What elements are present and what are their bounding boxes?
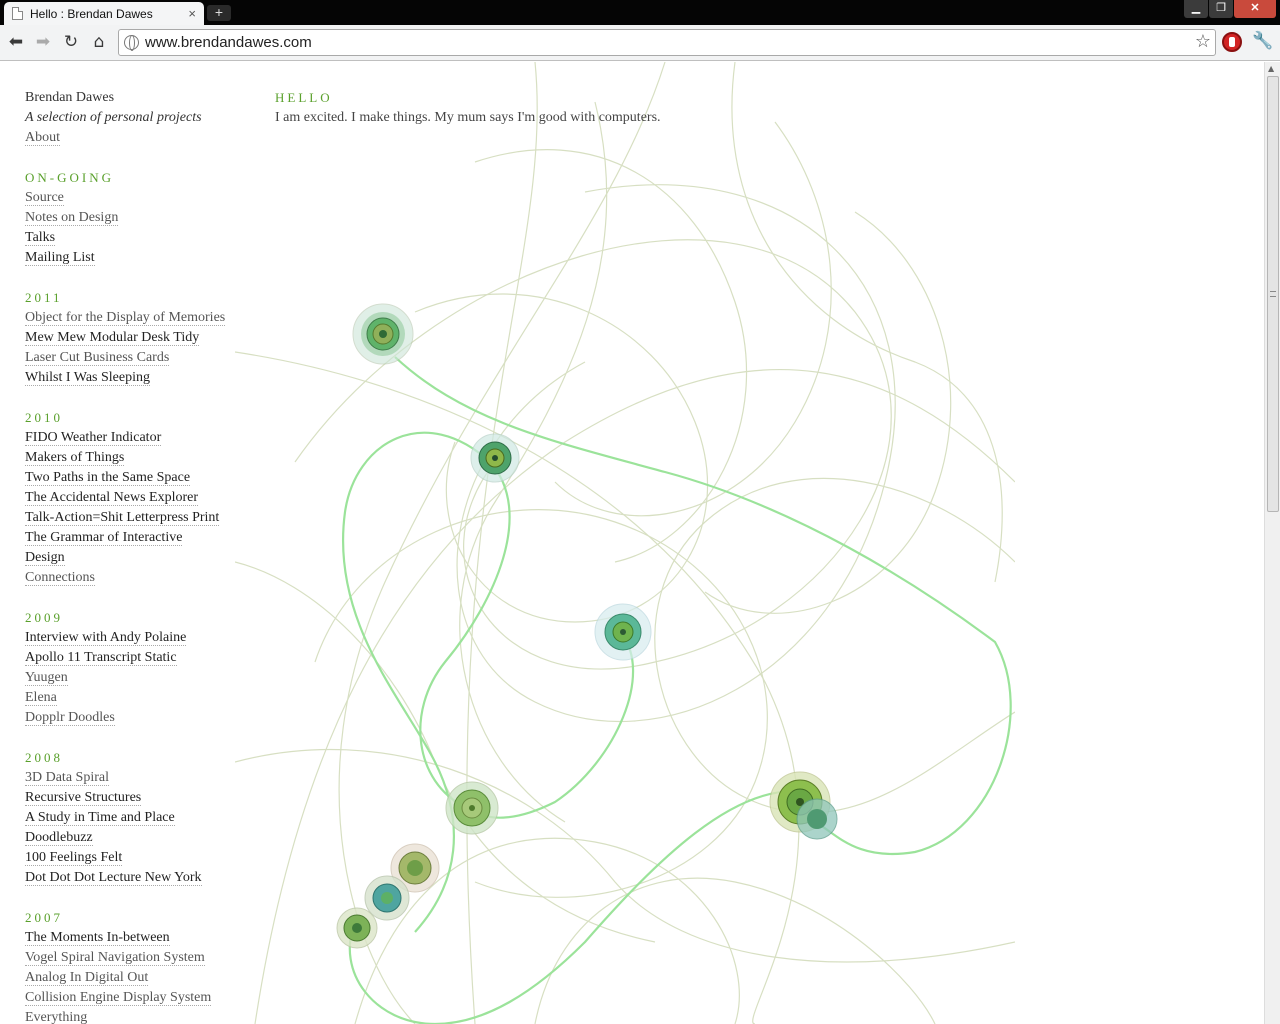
section-2011: 2011 Object for the Display of Memories … <box>25 288 240 388</box>
tab-close-icon[interactable]: × <box>188 6 196 21</box>
bookmark-star-icon[interactable]: ☆ <box>1194 31 1211 52</box>
reload-icon[interactable]: ↻ <box>63 32 79 52</box>
address-url[interactable]: www.brendandawes.com <box>145 34 312 51</box>
project-link[interactable]: A Study in Time and Place <box>25 810 175 826</box>
forward-arrow-icon[interactable]: ➡ <box>35 32 51 52</box>
project-link[interactable]: Object for the Display of Memories <box>25 310 226 326</box>
section-2010: 2010 FIDO Weather Indicator Makers of Th… <box>25 408 240 588</box>
project-link[interactable]: Connections <box>25 570 95 586</box>
project-link[interactable]: Doodlebuzz <box>25 830 93 846</box>
intro-text: I am excited. I make things. My mum says… <box>275 110 661 125</box>
faint-lines <box>235 62 1015 1024</box>
project-link[interactable]: Vogel Spiral Navigation System <box>25 950 205 966</box>
scroll-thumb[interactable] <box>1267 76 1279 512</box>
section-heading: 2008 <box>25 750 63 765</box>
project-link[interactable]: Collision Engine Display System <box>25 990 212 1006</box>
section-heading: 2007 <box>25 910 63 925</box>
tab-title: Hello : Brendan Dawes <box>30 6 153 21</box>
project-link[interactable]: Dot Dot Dot Lecture New York <box>25 870 202 886</box>
project-link[interactable]: Makers of Things <box>25 450 125 466</box>
minimize-button[interactable]: ▁ <box>1184 0 1208 18</box>
project-link[interactable]: Whilst I Was Sleeping <box>25 370 150 386</box>
site-header: Brendan Dawes A selection of personal pr… <box>25 88 240 148</box>
project-link[interactable]: The Moments In-between <box>25 930 170 946</box>
project-link[interactable]: Recursive Structures <box>25 790 142 806</box>
project-link[interactable]: 3D Data Spiral <box>25 770 109 786</box>
wrench-icon[interactable]: 🔧 <box>1252 31 1274 51</box>
section-2008: 2008 3D Data Spiral Recursive Structures… <box>25 748 240 888</box>
project-link[interactable]: Yuugen <box>25 670 68 686</box>
project-link[interactable]: 100 Feelings Felt <box>25 850 123 866</box>
project-link[interactable]: Talks <box>25 230 56 246</box>
scroll-up-arrow-icon[interactable]: ▲ <box>1268 64 1275 73</box>
project-link[interactable]: Two Paths in the Same Space <box>25 470 191 486</box>
project-link[interactable]: Apollo 11 Transcript Static <box>25 650 177 666</box>
project-link[interactable]: FIDO Weather Indicator <box>25 430 162 446</box>
section-heading: 2011 <box>25 290 63 305</box>
project-link[interactable]: The Grammar of Interactive Design <box>25 530 183 566</box>
project-link[interactable]: Notes on Design <box>25 210 119 226</box>
section-heading: 2009 <box>25 610 63 625</box>
window-close-button[interactable]: ✕ <box>1234 0 1276 18</box>
site-name: Brendan Dawes <box>25 90 115 105</box>
node-clusters <box>336 303 838 949</box>
project-link[interactable]: Interview with Andy Polaine <box>25 630 187 646</box>
page-viewport: Brendan Dawes A selection of personal pr… <box>0 62 1264 1024</box>
project-link[interactable]: Laser Cut Business Cards <box>25 350 170 366</box>
project-link[interactable]: Mailing List <box>25 250 95 266</box>
section-2007: 2007 The Moments In-between Vogel Spiral… <box>25 908 240 1024</box>
browser-toolbar: ⬅ ➡ ↻ ⌂ www.brendandawes.com ☆ <box>0 25 1280 61</box>
address-bar[interactable]: www.brendandawes.com ☆ <box>118 29 1216 56</box>
project-link[interactable]: Everything <box>25 1010 88 1024</box>
intro-heading: HELLO <box>275 90 333 105</box>
back-arrow-icon[interactable]: ⬅ <box>8 32 24 52</box>
generative-artwork <box>235 62 1015 1024</box>
project-link[interactable]: The Accidental News Explorer <box>25 490 198 506</box>
home-icon[interactable]: ⌂ <box>93 32 105 52</box>
bright-lines <box>342 356 1012 1024</box>
project-link[interactable]: Analog In Digital Out <box>25 970 149 986</box>
browser-tab[interactable]: Hello : Brendan Dawes × <box>4 2 204 25</box>
section-heading: ON-GOING <box>25 170 114 185</box>
project-link[interactable]: Mew Mew Modular Desk Tidy <box>25 330 200 346</box>
site-tagline: A selection of personal projects <box>25 110 202 125</box>
section-2009: 2009 Interview with Andy Polaine Apollo … <box>25 608 240 728</box>
sidebar-nav: Brendan Dawes A selection of personal pr… <box>25 88 240 1024</box>
project-link[interactable]: Dopplr Doodles <box>25 710 115 726</box>
project-link[interactable]: Source <box>25 190 64 206</box>
page-scrollbar[interactable]: ▲ <box>1264 62 1280 1024</box>
globe-icon <box>124 35 139 51</box>
about-link[interactable]: About <box>25 130 60 146</box>
page-icon <box>12 7 23 20</box>
intro: HELLO I am excited. I make things. My mu… <box>275 88 661 128</box>
section-heading: 2010 <box>25 410 63 425</box>
scroll-grip-icon <box>1270 291 1276 297</box>
new-tab-button[interactable]: + <box>207 5 231 21</box>
section-ongoing: ON-GOING Source Notes on Design Talks Ma… <box>25 168 240 268</box>
browser-titlebar: Hello : Brendan Dawes × + ▁ ❐ ✕ <box>0 0 1280 25</box>
project-link[interactable]: Talk-Action=Shit Letterpress Print <box>25 510 220 526</box>
project-link[interactable]: Elena <box>25 690 57 706</box>
stop-hand-icon[interactable] <box>1222 32 1242 52</box>
maximize-button[interactable]: ❐ <box>1209 0 1233 18</box>
